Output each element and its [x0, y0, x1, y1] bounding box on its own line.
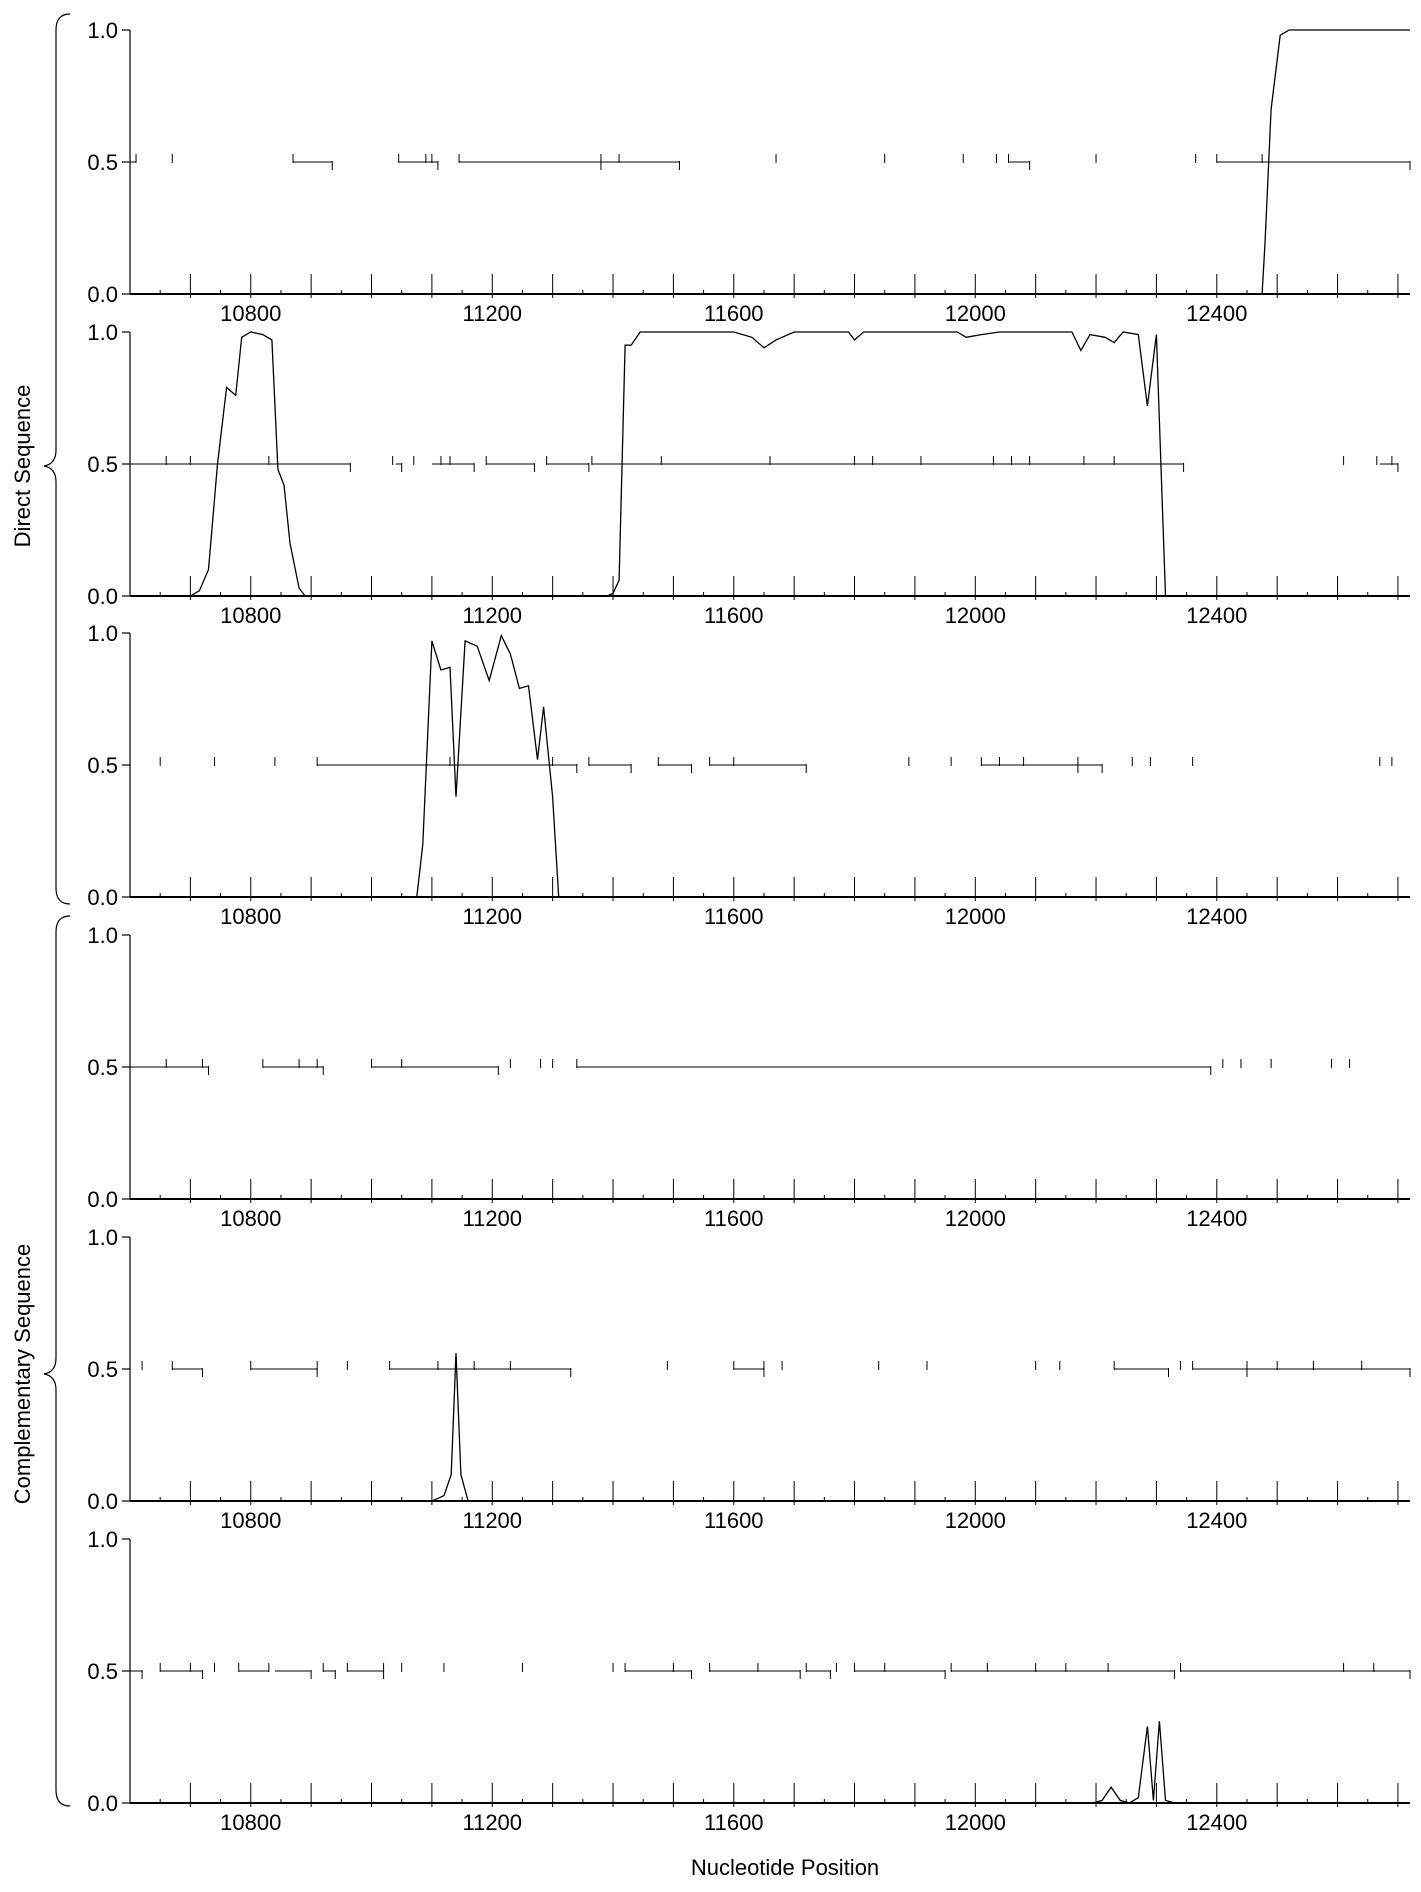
x-tick-label: 12000 [945, 904, 1006, 929]
x-tick-label: 10800 [220, 301, 281, 326]
x-tick-label: 11600 [704, 1206, 764, 1231]
y-tick-label: 1.0 [87, 1527, 118, 1552]
x-tick-label: 11200 [462, 1206, 522, 1231]
y-tick-label: 1.0 [87, 1225, 118, 1250]
y-tick-label: 1.0 [87, 621, 118, 646]
x-axis-label: Nucleotide Position [691, 1855, 879, 1880]
y-tick-label: 0.5 [87, 1055, 118, 1080]
x-tick-label: 11600 [704, 904, 764, 929]
x-tick-label: 10800 [220, 1810, 281, 1835]
x-tick-label: 12000 [945, 603, 1006, 628]
x-tick-label: 12400 [1186, 301, 1247, 326]
panel-5: 1.0 0.5 0.0 10800 11200 11600 12000 12400 [87, 1527, 1411, 1835]
complementary-sequence-bracket [43, 915, 71, 1807]
y-tick-label: 1.0 [87, 923, 118, 948]
x-tick-label: 11600 [704, 301, 764, 326]
complementary-sequence-label: Complementary Sequence [10, 1244, 35, 1504]
x-tick-label: 11200 [462, 603, 522, 628]
y-tick-label: 0.5 [87, 150, 118, 175]
y-tick-label: 0.5 [87, 452, 118, 477]
probability-curve [130, 331, 1410, 597]
x-tick-label: 11200 [462, 1810, 522, 1835]
x-tick-label: 10800 [220, 1508, 281, 1533]
probability-curve [130, 1353, 1410, 1502]
direct-sequence-label: Direct Sequence [10, 385, 35, 548]
y-tick-label: 0.5 [87, 753, 118, 778]
x-tick-label: 12400 [1186, 1508, 1247, 1533]
y-tick-label: 0.0 [87, 885, 118, 910]
x-tick-label: 11600 [704, 1508, 764, 1533]
y-tick-label: 0.0 [87, 584, 118, 609]
panel-4: 1.0 0.5 0.0 10800 11200 11600 12000 12400 [87, 1225, 1411, 1533]
panel-0: 1.0 0.5 0.0 10800 11200 11600 12000 12400 [87, 18, 1411, 326]
panels-group: 1.0 0.5 0.0 10800 11200 11600 12000 12400 1.0 0.5… [87, 18, 1411, 1835]
x-tick-label: 12000 [945, 1508, 1006, 1533]
x-tick-label: 12400 [1186, 1810, 1247, 1835]
x-tick-label: 10800 [220, 1206, 281, 1231]
x-tick-label: 11200 [462, 904, 522, 929]
panel-1: 1.0 0.5 0.0 10800 11200 11600 12000 12400 [87, 320, 1410, 628]
probability-curve [130, 1721, 1410, 1804]
x-tick-label: 11200 [462, 1508, 522, 1533]
x-tick-label: 12000 [945, 1206, 1006, 1231]
x-tick-label: 11600 [704, 1810, 764, 1835]
panel-2: 1.0 0.5 0.0 10800 11200 11600 12000 12400 [87, 621, 1410, 929]
x-tick-label: 11600 [704, 603, 764, 628]
x-tick-label: 12400 [1186, 603, 1247, 628]
direct-sequence-bracket [43, 13, 71, 905]
x-tick-label: 12400 [1186, 904, 1247, 929]
y-tick-label: 1.0 [87, 18, 118, 43]
y-tick-label: 0.5 [87, 1659, 118, 1684]
x-tick-label: 12000 [945, 1810, 1006, 1835]
y-tick-label: 0.0 [87, 282, 118, 307]
x-tick-label: 12000 [945, 301, 1006, 326]
y-tick-label: 0.0 [87, 1791, 118, 1816]
panel-3: 1.0 0.5 0.0 10800 11200 11600 12000 12400 [87, 923, 1410, 1231]
y-tick-label: 0.0 [87, 1489, 118, 1514]
y-tick-label: 0.0 [87, 1187, 118, 1212]
x-tick-label: 11200 [462, 301, 522, 326]
y-tick-label: 0.5 [87, 1357, 118, 1382]
x-tick-label: 10800 [220, 603, 281, 628]
y-tick-label: 1.0 [87, 320, 118, 345]
probability-curve [130, 633, 1410, 898]
probability-curve [130, 29, 1410, 295]
x-tick-label: 10800 [220, 904, 281, 929]
x-tick-label: 12400 [1186, 1206, 1247, 1231]
